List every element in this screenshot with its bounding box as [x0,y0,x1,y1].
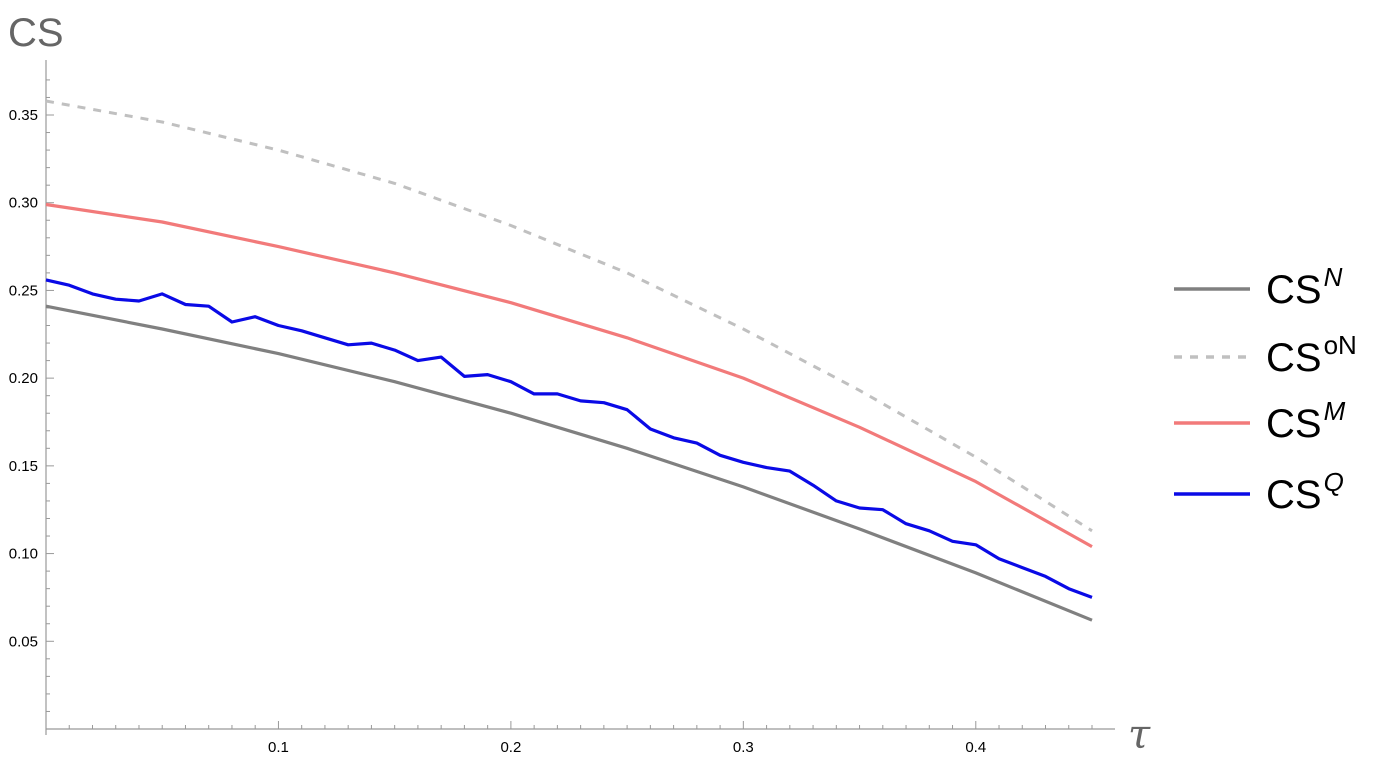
x-tick-label: 0.4 [965,739,986,756]
legend-label: CSoN [1266,330,1357,380]
y-tick-label: 0.15 [9,458,38,475]
legend-label: CSN [1266,262,1343,312]
series-layer [45,99,1093,622]
x-axis-title: τ [1128,712,1151,758]
x-tick-label: 0.1 [268,739,289,756]
y-tick-label: 0.30 [9,195,38,212]
axis-ticks: 0.1 0.2 0.3 0.4 0.05 0.10 0.15 0.20 0.25 0.30 0.35 [9,79,1093,756]
y-tick-label: 0.05 [9,633,38,650]
series-line [45,99,1093,533]
series-line [45,278,1093,599]
y-tick-label: 0.20 [9,370,38,387]
x-tick-label: 0.2 [500,739,521,756]
x-tick-label: 0.3 [733,739,754,756]
y-tick-label: 0.35 [9,107,38,124]
legend-label: CSM [1266,396,1346,446]
y-axis-title: CS [8,11,64,55]
y-tick-label: 0.25 [9,282,38,299]
legend: CSN CSoN CSM CSQ [1174,262,1357,517]
y-tick-label: 0.10 [9,546,38,563]
series-line [45,202,1093,548]
legend-label: CSQ [1266,467,1344,517]
series-line [45,304,1093,622]
